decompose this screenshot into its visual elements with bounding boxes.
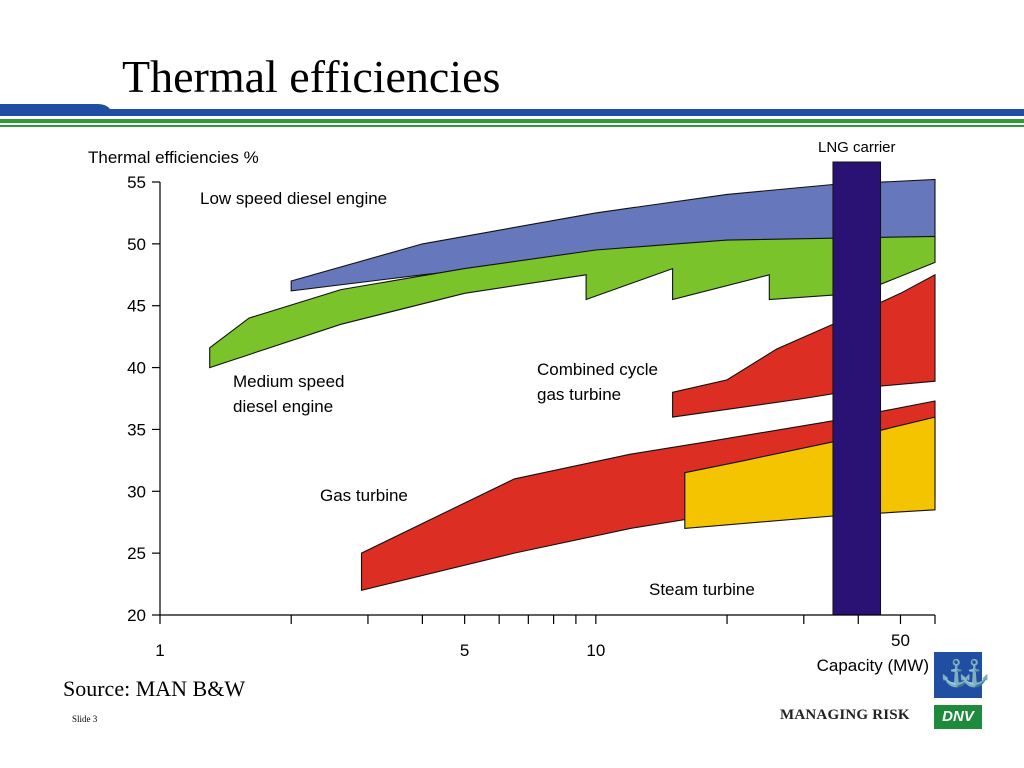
series-label-gas-turbine: Gas turbine (320, 486, 408, 505)
series-label-combined-cycle-gas-turbine: Combined cycle (537, 360, 658, 379)
x-tick-label: 5 (460, 641, 469, 660)
x-tick-label: 50 (891, 631, 910, 650)
source-note: Source: MAN B&W (63, 676, 246, 701)
plot-area: LNG carrier 20 25 30 35 40 45 50 55 1 5 10 50 Thermal… (88, 139, 936, 675)
y-tick-label: 30 (127, 482, 146, 501)
lng-carrier-band (832, 161, 882, 616)
series-label-combined-cycle-gas-turbine: gas turbine (537, 385, 621, 404)
y-axis-title: Thermal efficiencies % (88, 148, 259, 167)
anchor-emblem-icon: ⚓ ⚓ (934, 652, 990, 698)
series-label-low-speed-diesel-engine: Low speed diesel engine (200, 189, 387, 208)
slide-number: Slide 3 (72, 714, 98, 724)
tagline: MANAGING RISK (780, 707, 910, 723)
page-title: Thermal efficiencies (122, 51, 501, 102)
y-tick-label: 20 (127, 606, 146, 625)
x-axis-title: Capacity (MW) (817, 656, 929, 675)
series-label-medium-speed-diesel-engine: Medium speed (233, 372, 345, 391)
y-tick-label: 25 (127, 544, 146, 563)
y-tick-label: 55 (127, 173, 146, 192)
lng-carrier-label: LNG carrier (818, 139, 896, 156)
series-label-medium-speed-diesel-engine: diesel engine (233, 397, 333, 416)
x-tick-label: 1 (155, 641, 164, 660)
x-tick-label: 10 (586, 641, 605, 660)
series-label-steam-turbine: Steam turbine (649, 580, 755, 599)
title-stripes (0, 104, 1024, 127)
y-tick-label: 40 (127, 359, 146, 378)
y-tick-label: 35 (127, 420, 146, 439)
dnv-logo: DNV (934, 705, 982, 729)
y-tick-label: 45 (127, 297, 146, 316)
series-medium-speed-diesel-engine-band (209, 235, 936, 369)
y-tick-label: 50 (127, 235, 146, 254)
